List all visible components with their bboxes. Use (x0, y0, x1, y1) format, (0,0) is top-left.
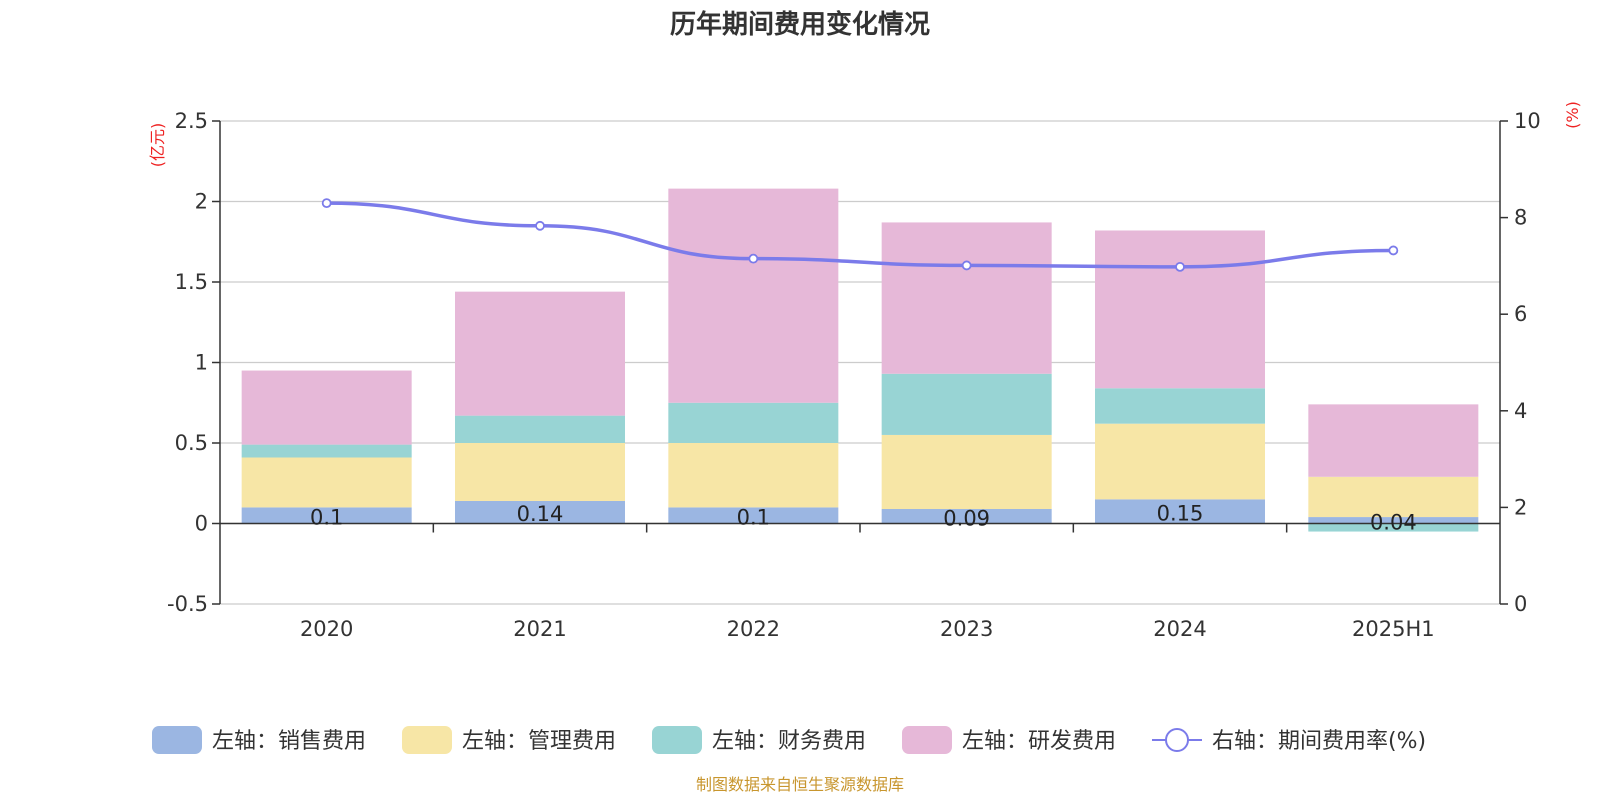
left-axis-tick-label: 2 (195, 190, 208, 214)
x-axis-tick-label: 2025H1 (1352, 617, 1435, 641)
x-axis-tick-label: 2023 (940, 617, 993, 641)
data-label: 0.04 (1370, 510, 1417, 534)
bar-segment (1308, 523, 1479, 532)
rate-point (321, 198, 332, 209)
bar-segment (881, 509, 1052, 524)
data-label: 0.1 (737, 505, 770, 529)
legend-swatch (902, 726, 952, 754)
x-axis-tick-label: 2020 (300, 617, 353, 641)
legend-label: 左轴：财务费用 (712, 729, 866, 754)
axes: -0.5 0 0.5 1 1.5 2 2.5 0 2 4 6 8 10 2020 2021 2022 2023 2… (167, 109, 1541, 641)
bar-segment (1308, 476, 1479, 518)
right-axis-tick-label: 8 (1514, 206, 1527, 230)
legend-label: 右轴：期间费用率(%) (1212, 729, 1426, 754)
bar-segment (455, 500, 625, 524)
bar-segment (241, 507, 412, 524)
legend-label: 左轴：销售费用 (212, 729, 366, 754)
bar-segment (881, 373, 1052, 435)
rate-point (535, 220, 545, 231)
bar-segment (1308, 517, 1479, 524)
left-axis-tick-label: 1 (195, 351, 208, 375)
data-label: 0.15 (1157, 501, 1204, 525)
right-axis-unit: (%) (1563, 101, 1582, 129)
right-axis-tick-label: 4 (1514, 399, 1527, 423)
chart-title: 历年期间费用变化情况 (670, 9, 930, 40)
rate-point (961, 260, 972, 271)
legend: 左轴：销售费用 左轴：管理费用 左轴：财务费用 左轴：研发费用 右轴：期间费用率(%) (152, 726, 1426, 754)
bar-segment (241, 444, 412, 458)
data-label: 0.14 (517, 502, 564, 526)
right-axis-tick-label: 2 (1514, 495, 1527, 519)
data-label: 0.1 (310, 505, 343, 529)
x-axis-tick-label: 2024 (1153, 617, 1206, 641)
left-axis-tick-label: -0.5 (167, 592, 208, 616)
left-axis-tick-label: 2.5 (175, 109, 208, 133)
x-axis-tick-label: 2021 (513, 617, 566, 641)
left-axis-unit: (亿元) (148, 123, 167, 168)
left-axis-tick-label: 0.5 (175, 431, 208, 455)
rate-point (1175, 261, 1185, 272)
right-axis-tick-label: 0 (1514, 592, 1527, 616)
right-axis-tick-label: 6 (1514, 302, 1527, 326)
rate-point (1388, 245, 1399, 256)
data-label: 0.09 (943, 506, 990, 530)
rate-line (326, 201, 1394, 269)
rate-line-series (321, 198, 1399, 272)
bar-segment (881, 222, 1052, 374)
left-axis-tick-label: 1.5 (175, 270, 208, 294)
bar-segment (881, 434, 1052, 510)
bar-segment (668, 443, 839, 508)
bar-series (241, 188, 1479, 532)
bar-segment (455, 291, 625, 416)
bar-segment (1095, 388, 1265, 424)
bar-segment (668, 188, 839, 403)
legend-label: 左轴：研发费用 (962, 729, 1116, 754)
legend-swatch (652, 726, 702, 754)
left-axis-tick-label: 0 (195, 512, 208, 536)
bar-segment (668, 507, 839, 524)
legend-marker (1165, 728, 1189, 752)
x-axis-tick-label: 2022 (727, 617, 780, 641)
bar-segment (1095, 230, 1265, 389)
bar-segment (241, 457, 412, 508)
bar-segment (455, 415, 625, 443)
source-note: 制图数据来自恒生聚源数据库 (696, 775, 904, 794)
bar-segment (1095, 423, 1265, 500)
bar-segment (455, 443, 625, 501)
rate-point (748, 253, 759, 264)
legend-swatch (152, 726, 202, 754)
right-axis-tick-label: 10 (1514, 109, 1541, 133)
data-labels: 0.1 0.14 0.1 0.09 0.15 0.04 (310, 501, 1417, 534)
bar-segment (241, 370, 412, 445)
legend-swatch (402, 726, 452, 754)
legend-label: 左轴：管理费用 (462, 729, 616, 754)
bar-segment (668, 402, 839, 443)
bar-segment (1308, 404, 1479, 477)
bar-segment (1095, 499, 1265, 524)
